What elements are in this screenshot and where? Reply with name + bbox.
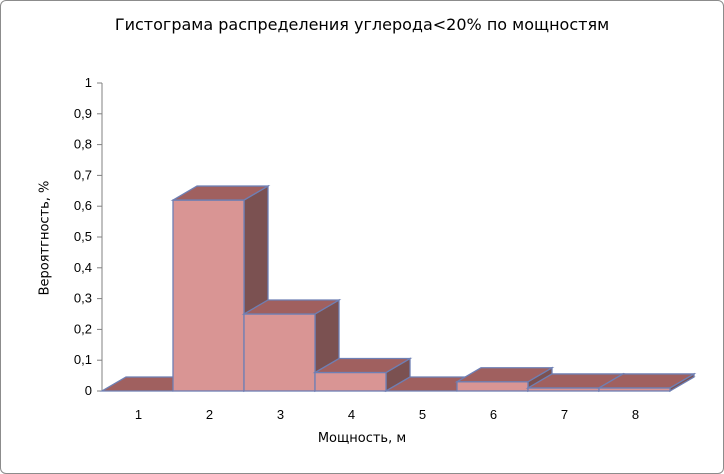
bar-front <box>314 371 387 392</box>
bar-top <box>241 299 342 315</box>
y-tick-label: 0,9 <box>74 106 92 121</box>
x-tick-label: 8 <box>632 407 639 422</box>
y-tick-label: 0,6 <box>74 198 92 213</box>
y-tick-label: 1 <box>85 75 92 90</box>
bar-front <box>243 313 316 392</box>
x-axis-label: Мощность, м <box>317 431 407 446</box>
x-tick-label: 6 <box>490 407 497 422</box>
y-tick-label: 0,1 <box>74 352 92 367</box>
x-tick-label: 3 <box>277 407 284 422</box>
x-tick-label: 2 <box>206 407 213 422</box>
y-tick-label: 0,5 <box>74 229 92 244</box>
bar-top <box>170 185 271 201</box>
bar-front <box>172 199 245 392</box>
y-tick-label: 0,2 <box>74 321 92 336</box>
x-tick-label: 4 <box>348 407 355 422</box>
bar-front <box>456 381 529 392</box>
bar-top <box>454 367 555 383</box>
bar-top <box>596 373 697 389</box>
y-tick-label: 0,8 <box>74 137 92 152</box>
x-tick-label: 7 <box>561 407 568 422</box>
x-tick-label: 1 <box>135 407 142 422</box>
bar-top <box>312 357 413 374</box>
y-tick-label: 0,3 <box>74 291 92 306</box>
x-tick-label: 5 <box>419 407 426 422</box>
y-tick-label: 0 <box>85 383 92 398</box>
y-tick-label: 0,4 <box>74 260 92 275</box>
y-tick-label: 0,7 <box>74 167 92 182</box>
chart-title: Гистограма распределения углерода<20% по… <box>114 15 610 34</box>
